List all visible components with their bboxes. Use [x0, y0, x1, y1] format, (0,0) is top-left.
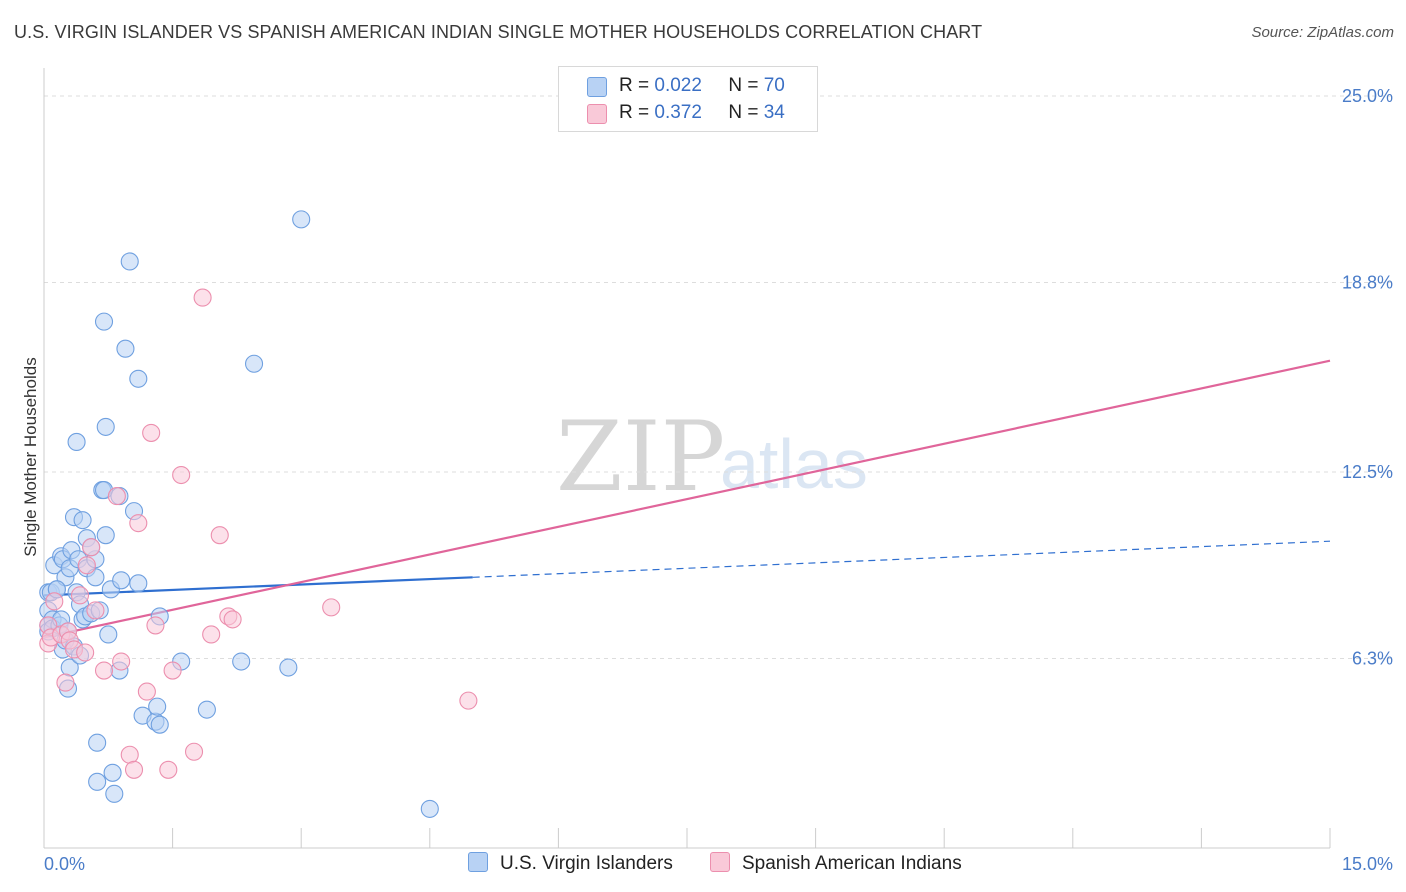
- legend-swatch-pink: [587, 104, 607, 124]
- point-series2-23: [159, 760, 178, 779]
- point-series2-12: [82, 538, 101, 557]
- point-series1-53: [150, 715, 169, 734]
- x-tick-max: 15.0%: [1342, 854, 1393, 874]
- point-series2-22: [146, 616, 165, 635]
- watermark: ZIP atlas: [556, 401, 868, 513]
- chart-title: U.S. VIRGIN ISLANDER VS SPANISH AMERICAN…: [14, 22, 983, 42]
- bottom-legend-spanish-american-indians: Spanish American Indians: [710, 852, 962, 875]
- point-series2-13: [86, 601, 105, 620]
- point-series2-28: [202, 625, 221, 644]
- point-series2-26: [184, 742, 204, 761]
- point-series2-21: [142, 423, 161, 442]
- legend-swatch-blue: [587, 77, 607, 97]
- y-axis-label: Single Mother Households: [21, 357, 40, 556]
- point-series1-37: [96, 417, 115, 436]
- point-series2-19: [129, 514, 148, 533]
- point-series1-61: [420, 799, 439, 818]
- point-series2-25: [172, 465, 191, 485]
- point-series1-35: [94, 312, 114, 331]
- point-series1-38: [96, 526, 115, 545]
- point-series2-33: [459, 691, 478, 710]
- y-tick-label-3: 25.0%: [1342, 86, 1393, 106]
- point-series1-46: [120, 252, 139, 271]
- point-series1-49: [129, 369, 148, 388]
- point-series1-33: [88, 772, 107, 791]
- point-series2-18: [124, 760, 144, 779]
- watermark-atlas: atlas: [720, 425, 868, 503]
- point-series1-58: [244, 354, 264, 373]
- trend-line-virgin-islanders-extension: [472, 540, 1331, 578]
- trend-line-spanish-american-indians: [43, 359, 1331, 639]
- bottom-legend-label: U.S. Virgin Islanders: [500, 853, 673, 874]
- correlation-legend: R = 0.022 N = 70 R = 0.372 N = 34: [558, 66, 818, 132]
- axes: [43, 68, 1331, 849]
- legend-r-value: 0.372: [654, 102, 702, 123]
- data-points: [39, 210, 478, 818]
- bottom-legend-swatch-blue: [468, 852, 488, 872]
- legend-r-value: 0.022: [654, 75, 702, 96]
- legend-n-label: N =: [728, 75, 759, 96]
- bottom-legend-swatch-pink: [710, 852, 730, 872]
- point-series2-20: [137, 682, 156, 701]
- gridlines: [44, 95, 1392, 660]
- point-series1-60: [292, 210, 311, 229]
- point-series1-69: [112, 571, 131, 590]
- legend-n-value: 70: [763, 75, 785, 96]
- y-tick-label-1: 12.5%: [1342, 462, 1393, 482]
- point-series2-10: [76, 643, 95, 662]
- y-tick-label-2: 18.8%: [1342, 273, 1393, 293]
- point-series1-24: [73, 511, 92, 530]
- y-tick-labels: 6.3% 12.5% 18.8% 25.0%: [1342, 86, 1393, 668]
- point-series2-27: [193, 288, 212, 307]
- point-series1-39: [99, 625, 118, 644]
- point-series2-3: [45, 592, 64, 611]
- point-series1-41: [103, 763, 122, 782]
- watermark-zip: ZIP: [556, 401, 725, 513]
- point-series1-21: [67, 432, 86, 451]
- point-series1-32: [88, 733, 107, 752]
- point-series2-16: [112, 652, 131, 671]
- y-tick-label-0: 6.3%: [1352, 649, 1393, 669]
- point-series2-29: [210, 526, 229, 545]
- point-series2-5: [56, 673, 75, 692]
- legend-n-value: 34: [763, 102, 785, 123]
- point-series2-31: [223, 610, 242, 629]
- legend-r-label: R =: [619, 102, 650, 123]
- point-series2-24: [163, 661, 182, 680]
- bottom-legend-virgin-islanders: U.S. Virgin Islanders: [468, 852, 673, 875]
- bottom-legend-label: Spanish American Indians: [742, 853, 962, 874]
- point-series1-42: [105, 784, 124, 803]
- point-series1-48: [129, 574, 148, 593]
- point-series2-14: [94, 661, 114, 680]
- point-series2-32: [322, 598, 341, 617]
- point-series1-45: [116, 339, 135, 358]
- point-series1-52: [148, 697, 167, 716]
- point-series1-57: [232, 652, 251, 671]
- point-series2-11: [77, 556, 96, 575]
- legend-r-label: R =: [619, 75, 650, 96]
- point-series1-59: [279, 658, 298, 677]
- legend-n-label: N =: [728, 102, 759, 123]
- x-tick-min: 0.0%: [44, 854, 85, 874]
- source-credit: Source: ZipAtlas.com: [1251, 24, 1394, 41]
- point-series2-9: [70, 586, 90, 605]
- point-series1-56: [197, 700, 216, 719]
- point-series2-15: [107, 487, 126, 506]
- point-series2-17: [120, 745, 139, 764]
